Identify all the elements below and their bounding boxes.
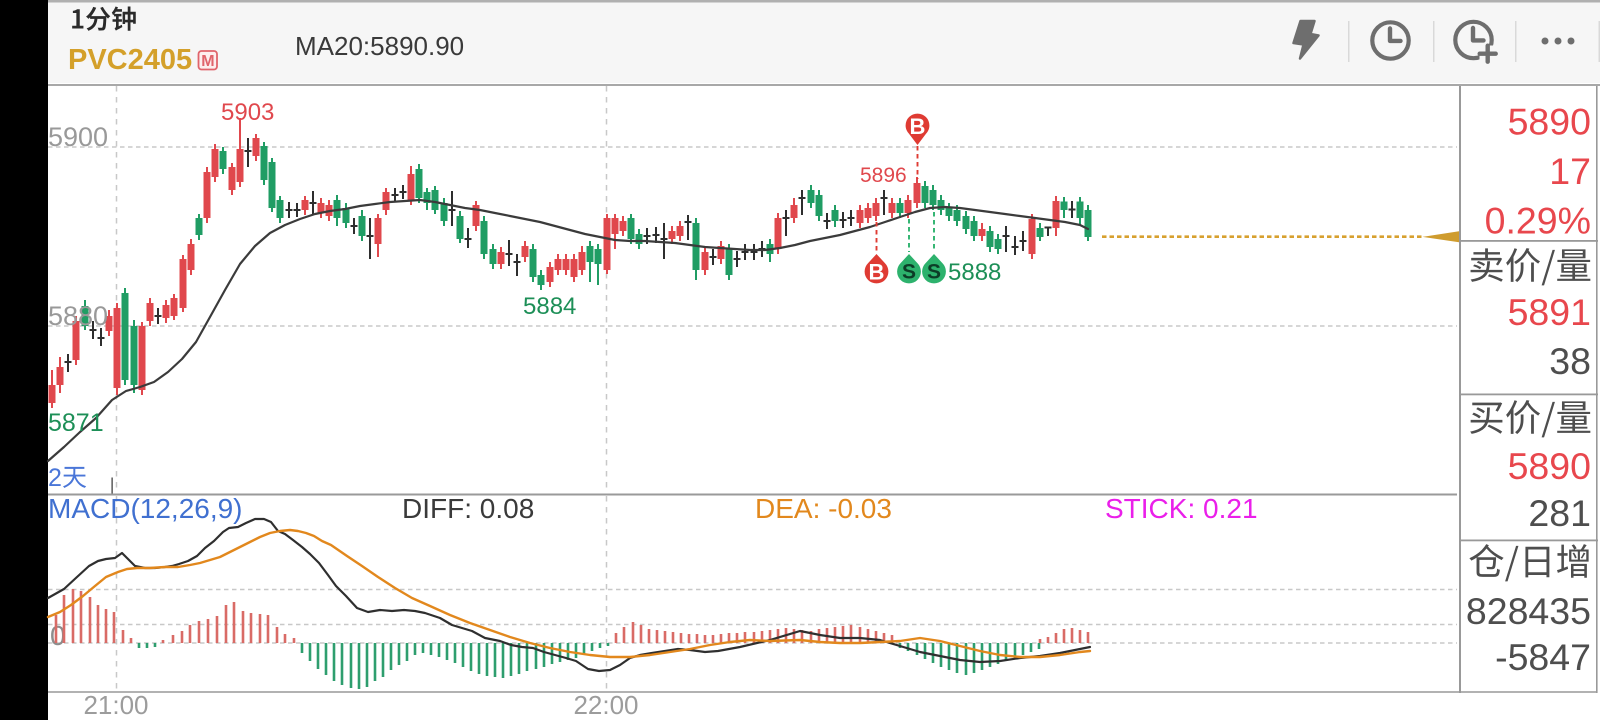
- svg-text:5884: 5884: [523, 293, 576, 320]
- svg-text:21:00: 21:00: [83, 690, 148, 720]
- svg-text:PVC2405: PVC2405: [68, 44, 192, 76]
- svg-text:B: B: [869, 260, 885, 285]
- svg-text:5890: 5890: [1508, 445, 1591, 487]
- svg-text:5890: 5890: [1508, 101, 1591, 143]
- svg-text:MA20:5890.90: MA20:5890.90: [295, 31, 464, 61]
- svg-text:828435: 828435: [1466, 590, 1591, 632]
- svg-text:5880: 5880: [48, 301, 108, 331]
- svg-text:DIFF: 0.08: DIFF: 0.08: [402, 493, 534, 524]
- svg-text:B: B: [910, 114, 926, 139]
- svg-text:0.29%: 0.29%: [1485, 200, 1591, 242]
- svg-text:M: M: [201, 53, 214, 70]
- svg-text:2: 2: [48, 464, 62, 492]
- svg-text:281: 281: [1528, 492, 1591, 534]
- svg-text:MACD(12,26,9): MACD(12,26,9): [48, 493, 243, 524]
- svg-text:5903: 5903: [221, 99, 274, 126]
- svg-text:5888: 5888: [948, 259, 1001, 286]
- svg-text:5891: 5891: [1508, 291, 1591, 333]
- svg-text:38: 38: [1549, 340, 1591, 382]
- svg-text:5896: 5896: [860, 164, 907, 187]
- svg-text:5900: 5900: [48, 122, 108, 152]
- svg-text:0: 0: [50, 620, 66, 651]
- svg-text:S: S: [927, 261, 941, 284]
- svg-text:22:00: 22:00: [573, 690, 638, 720]
- svg-text:5871: 5871: [48, 409, 104, 437]
- svg-text:STICK: 0.21: STICK: 0.21: [1105, 493, 1258, 524]
- svg-text:DEA: -0.03: DEA: -0.03: [755, 493, 892, 524]
- svg-text:17: 17: [1549, 150, 1591, 192]
- svg-text:-5847: -5847: [1495, 636, 1591, 678]
- svg-text:S: S: [902, 261, 916, 284]
